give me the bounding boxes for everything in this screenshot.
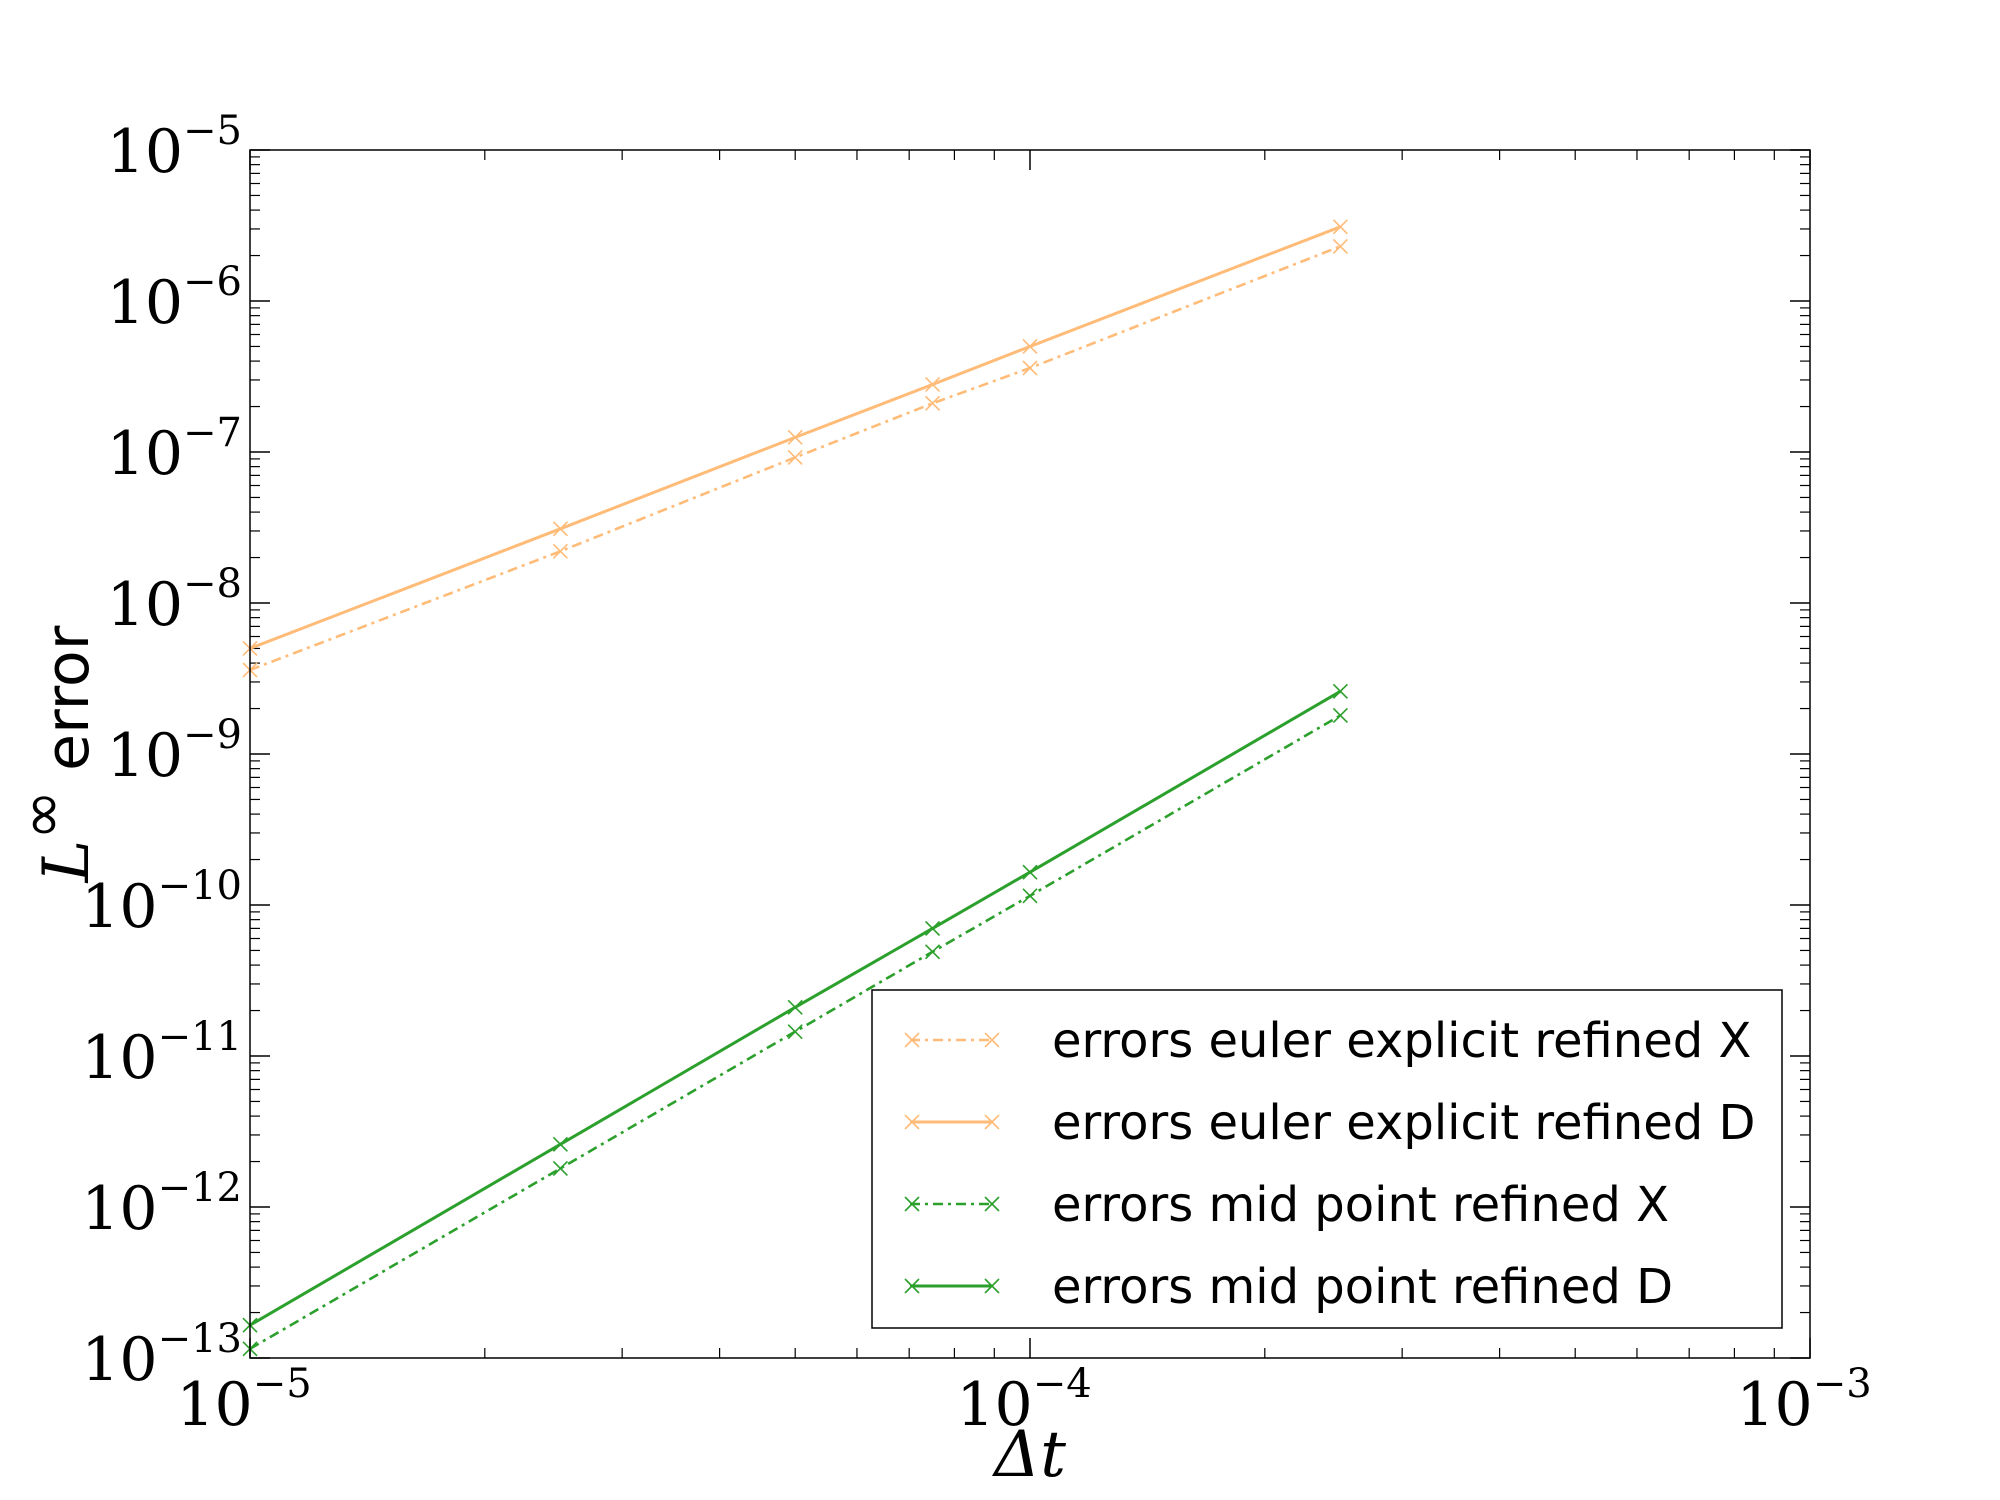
y-tick-label: 10−10 <box>81 863 242 942</box>
series-line <box>249 245 1341 672</box>
data-point <box>1022 360 1038 376</box>
data-point <box>787 1024 803 1040</box>
data-point <box>552 543 568 559</box>
x-tick-labels: 10−5 10−4 10−3 <box>176 1361 1871 1440</box>
data-point <box>924 920 941 936</box>
x-axis-label: Δt <box>991 1418 1066 1492</box>
data-point <box>1332 707 1348 724</box>
y-tick-label: 10−12 <box>81 1165 242 1244</box>
legend-marker <box>904 1278 920 1294</box>
legend-label: errors euler explicit refined D <box>1052 1095 1755 1151</box>
data-point <box>1022 864 1038 880</box>
x-tick-label: 10−4 <box>956 1361 1091 1440</box>
series-1 <box>242 238 1348 678</box>
data-point <box>924 395 941 411</box>
data-point <box>924 376 941 393</box>
series-2 <box>242 219 1348 657</box>
y-tick-labels: 10−13 10−12 10−11 10−10 10−9 10−8 10−7 10−6 10−5 <box>81 108 242 1395</box>
legend-marker <box>984 1114 1000 1130</box>
y-axis-label-math: L <box>30 840 104 884</box>
legend-marker <box>904 1032 920 1048</box>
legend-item: errors mid point refined D <box>904 1259 1673 1315</box>
legend-label: errors euler explicit refined X <box>1052 1013 1751 1069</box>
data-point <box>787 999 803 1015</box>
y-axis-label-superscript: ∞ <box>7 790 77 840</box>
data-point <box>1022 888 1038 904</box>
legend-marker <box>904 1196 920 1212</box>
legend: errors euler explicit refined X errors eu… <box>871 989 1783 1329</box>
data-point <box>924 944 941 960</box>
data-point <box>787 429 803 445</box>
legend-label: errors mid point refined X <box>1052 1177 1669 1233</box>
legend-box <box>871 989 1783 1329</box>
series-line <box>249 714 1342 1350</box>
minor-ticks <box>250 150 1810 1358</box>
data-point <box>1332 683 1348 699</box>
x-tick-label: 10−5 <box>176 1361 311 1440</box>
x-tick-label: 10−3 <box>1736 1361 1871 1440</box>
data-point <box>552 1160 568 1177</box>
series-layer <box>242 219 1348 1357</box>
legend-marker <box>904 1114 920 1130</box>
legend-item: errors euler explicit refined D <box>904 1095 1755 1151</box>
data-point <box>1332 219 1348 235</box>
data-point <box>787 449 803 466</box>
y-tick-label: 10−13 <box>81 1316 242 1395</box>
legend-marker <box>984 1196 1000 1212</box>
legend-marker <box>984 1278 1000 1294</box>
y-tick-label: 10−9 <box>107 712 242 791</box>
svg-text:L∞ error: L∞ error <box>7 625 104 883</box>
y-tick-label: 10−6 <box>107 259 242 338</box>
legend-item: errors mid point refined X <box>904 1177 1669 1233</box>
data-point <box>1332 238 1348 254</box>
data-point <box>552 521 568 537</box>
plot-frame <box>249 149 1811 1359</box>
legend-label: errors mid point refined D <box>1052 1259 1673 1315</box>
series-line <box>249 225 1341 650</box>
series-line <box>249 690 1342 1327</box>
legend-item: errors euler explicit refined X <box>904 1013 1751 1069</box>
data-point <box>1022 338 1038 355</box>
y-tick-label: 10−5 <box>107 108 242 187</box>
y-axis-label: L∞ error <box>7 625 104 883</box>
y-tick-label: 10−8 <box>107 561 242 640</box>
legend-marker <box>984 1032 1000 1048</box>
data-point <box>552 1136 568 1152</box>
y-axis-label-text: error <box>33 625 103 790</box>
y-tick-label: 10−7 <box>107 410 242 489</box>
y-tick-label: 10−11 <box>81 1014 242 1093</box>
